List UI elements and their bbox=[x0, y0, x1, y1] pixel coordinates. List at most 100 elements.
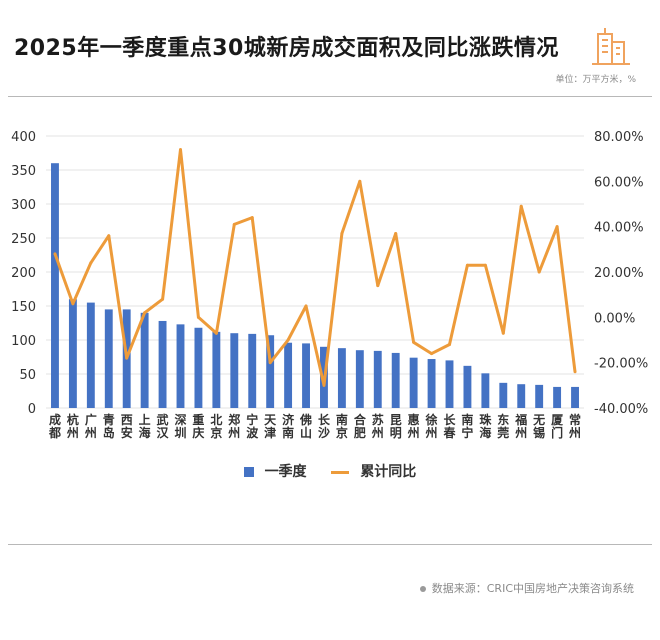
bar bbox=[571, 386, 579, 408]
line-point bbox=[519, 204, 523, 208]
legend: 一季度 累计同比 bbox=[0, 461, 660, 481]
left-axis-tick-label: 50 bbox=[19, 368, 36, 383]
left-axis-tick-label: 350 bbox=[11, 164, 36, 179]
data-source-text: 数据来源：CRIC中国房地产决策咨询系统 bbox=[431, 582, 634, 595]
bar bbox=[194, 327, 203, 408]
right-axis-ticks: -40.00% -20.00% 0.00% 20.00% 40.00% 60.00% 80.… bbox=[594, 130, 648, 417]
legend-bar-swatch bbox=[243, 467, 254, 477]
line-point bbox=[53, 252, 57, 256]
bar bbox=[391, 352, 400, 408]
line-point bbox=[107, 234, 111, 238]
line-point bbox=[483, 263, 487, 267]
left-axis-tick-label: 300 bbox=[11, 198, 36, 213]
category-label: 合肥 bbox=[354, 412, 367, 440]
category-label: 上海 bbox=[139, 412, 151, 440]
right-axis-tick-label: 40.00% bbox=[594, 221, 644, 236]
category-label: 深圳 bbox=[174, 412, 186, 440]
line-point bbox=[322, 383, 326, 387]
category-label: 无锡 bbox=[532, 413, 545, 440]
category-label: 南京 bbox=[336, 412, 348, 440]
category-label: 珠海 bbox=[479, 412, 492, 440]
left-axis-tick-label: 250 bbox=[11, 232, 36, 247]
line-point bbox=[125, 356, 129, 360]
line-point bbox=[412, 340, 416, 344]
left-axis-tick-label: 0 bbox=[28, 402, 36, 417]
right-axis-tick-label: 60.00% bbox=[594, 175, 644, 190]
bar bbox=[248, 333, 257, 408]
header-divider bbox=[8, 96, 652, 97]
bar bbox=[104, 309, 113, 408]
category-label: 苏州 bbox=[371, 412, 384, 440]
bar bbox=[337, 348, 346, 408]
category-label: 宁波 bbox=[246, 412, 259, 440]
line-point bbox=[340, 231, 344, 235]
bar bbox=[266, 335, 275, 408]
left-axis-tick-label: 100 bbox=[11, 334, 36, 349]
line-point bbox=[465, 263, 469, 267]
line-point bbox=[555, 225, 559, 229]
page-title: 2025年一季度重点30城新房成交面积及同比涨跌情况 bbox=[14, 36, 559, 61]
bar bbox=[140, 312, 149, 408]
line-point bbox=[430, 352, 434, 356]
bar bbox=[517, 384, 526, 408]
category-label: 重庆 bbox=[191, 412, 204, 440]
left-axis-tick-label: 150 bbox=[11, 300, 36, 315]
bar bbox=[284, 342, 293, 408]
bar bbox=[481, 373, 490, 408]
line-point bbox=[286, 338, 290, 342]
bar bbox=[302, 343, 310, 408]
category-label: 广州 bbox=[84, 412, 97, 440]
right-axis-tick-label: -40.00% bbox=[594, 402, 648, 417]
category-label: 惠州 bbox=[407, 412, 420, 440]
unit-note: 单位：万平方米，% bbox=[555, 75, 636, 85]
category-label: 西安 bbox=[121, 413, 133, 440]
bar bbox=[86, 302, 95, 408]
right-axis-tick-label: 0.00% bbox=[594, 311, 635, 326]
bar bbox=[373, 350, 382, 408]
right-axis-tick-label: 80.00% bbox=[594, 130, 644, 145]
data-source: 数据来源：CRIC中国房地产决策咨询系统 bbox=[419, 580, 634, 596]
legend-line-swatch bbox=[331, 470, 350, 474]
category-label: 福州 bbox=[514, 412, 527, 440]
category-label: 东莞 bbox=[497, 412, 509, 440]
line-point bbox=[89, 261, 93, 265]
left-axis-tick-label: 400 bbox=[11, 130, 36, 145]
category-label: 济南 bbox=[282, 412, 295, 440]
left-axis-tick-label: 200 bbox=[11, 266, 36, 281]
category-label: 长沙 bbox=[318, 412, 331, 440]
category-label: 南宁 bbox=[461, 412, 473, 440]
bar-series bbox=[51, 163, 579, 408]
bar bbox=[535, 384, 544, 408]
line-point bbox=[394, 231, 398, 235]
footer-divider bbox=[8, 544, 652, 545]
line-point bbox=[214, 331, 218, 335]
line-point bbox=[358, 179, 362, 183]
bar bbox=[355, 350, 364, 408]
bar bbox=[445, 360, 454, 408]
category-label: 北京 bbox=[210, 412, 222, 440]
bar bbox=[409, 357, 418, 408]
buildings-logo-icon bbox=[592, 28, 630, 65]
bar bbox=[230, 333, 239, 408]
line-point bbox=[250, 216, 254, 220]
legend-bar-label: 一季度 bbox=[264, 464, 307, 480]
line-point bbox=[268, 361, 272, 365]
line-series bbox=[53, 148, 577, 387]
line-point bbox=[161, 297, 165, 301]
line-point bbox=[304, 304, 308, 308]
category-label: 天津 bbox=[264, 413, 277, 440]
category-label: 青岛 bbox=[103, 412, 115, 440]
line-point bbox=[179, 148, 182, 152]
line-point bbox=[448, 343, 451, 347]
right-axis-tick-label: 20.00% bbox=[594, 266, 644, 281]
legend-line-label: 累计同比 bbox=[360, 464, 417, 480]
category-label: 佛山 bbox=[299, 412, 312, 440]
bar bbox=[463, 365, 472, 408]
line-point bbox=[196, 315, 200, 319]
legend-item-line: 累计同比 bbox=[331, 461, 416, 481]
combo-chart: 0 50 100 150 200 250 300 350 400 -40.00% -20.00% 0… bbox=[11, 130, 648, 440]
category-label: 徐州 bbox=[425, 412, 438, 440]
line-point bbox=[232, 222, 236, 226]
grid-lines bbox=[46, 135, 584, 409]
line-point bbox=[71, 302, 75, 306]
